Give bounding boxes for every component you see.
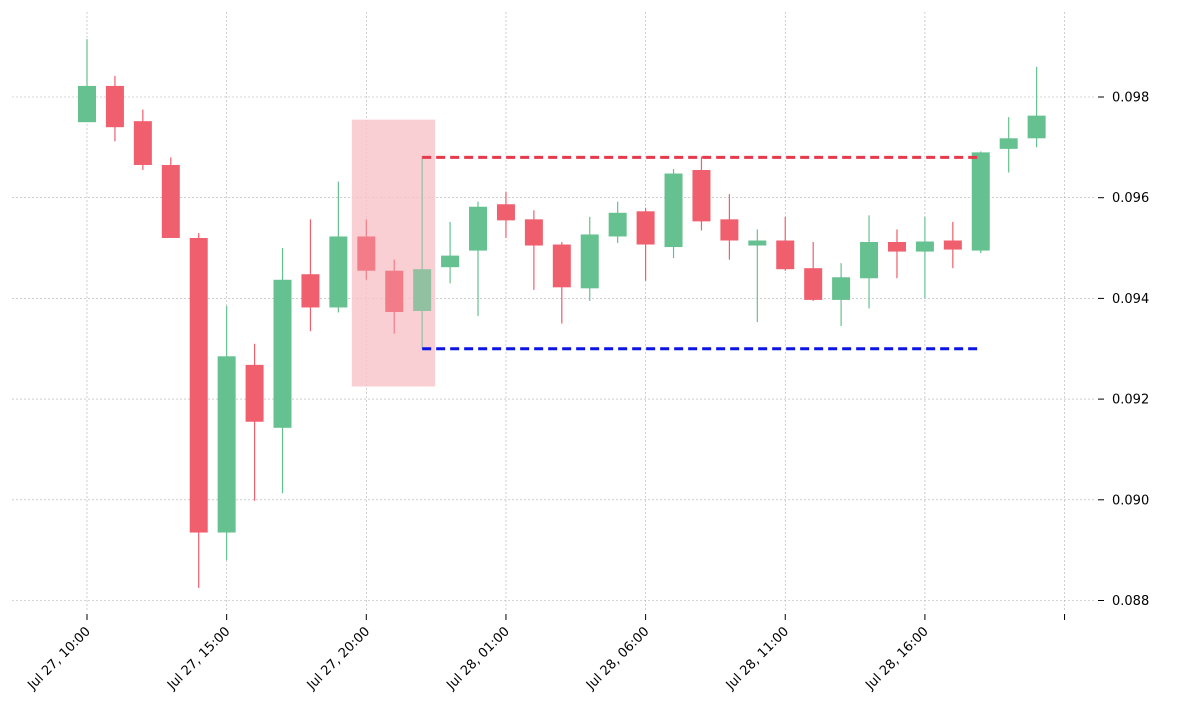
candle-down [776,216,795,271]
candle-up [915,216,934,299]
candle-up [832,263,851,327]
candle-up [999,117,1018,173]
candle-down [720,194,739,260]
candle-body [915,241,934,252]
candle-up [664,169,683,259]
candle-down [943,221,962,269]
candle-up [580,216,599,301]
candle-body [524,219,543,246]
candle-body [692,170,711,222]
candle-body [441,255,460,268]
candle-down [636,207,655,281]
x-tick-label: Jul 27, 10:00 [24,624,93,693]
candle-body [804,268,823,300]
candles-layer [78,39,1046,588]
candle-body [301,274,320,308]
candle-body [552,244,571,288]
candle-down [133,109,152,171]
candle-up [469,201,488,317]
x-tick-label: Jul 28, 16:00 [862,624,931,693]
candle-body [273,279,292,428]
candle-down [301,219,320,332]
candle-down [552,242,571,324]
y-axis: 0.088 0.090 0.092 0.094 0.096 0.098 [1098,91,1149,609]
candle-down [189,232,208,588]
candle-body [469,206,488,251]
candle-up [608,201,627,244]
y-tick-label: 0.088 [1112,594,1149,609]
y-tick-label: 0.096 [1112,191,1149,206]
candle-down [105,75,124,142]
candle-body [189,237,208,533]
x-tick-label: Jul 27, 20:00 [304,624,373,693]
candle-down [692,156,711,231]
x-tick-label: Jul 28, 11:00 [723,624,792,693]
candle-body [78,85,96,123]
candle-up [1027,66,1046,148]
y-tick-label: 0.098 [1112,91,1149,106]
candle-body [608,212,627,237]
candle-up [860,215,879,309]
candle-body [971,152,990,251]
candle-down [887,229,906,279]
candle-body [245,364,264,422]
candle-body [636,211,655,245]
candle-body [860,242,879,279]
candle-down [804,242,823,301]
candle-body [776,240,795,270]
candle-down [161,157,180,238]
x-tick-label: Jul 27, 15:00 [164,624,233,693]
candle-up [441,221,460,284]
candle-down [357,219,376,280]
candle-body [105,85,124,128]
candle-up [748,229,767,323]
candle-body [887,242,906,252]
candle-body [357,236,376,271]
candle-body [943,240,962,250]
candle-body [720,219,739,241]
x-axis: Jul 27, 10:00 Jul 27, 15:00 Jul 27, 20:00 J… [24,614,1066,694]
candle-body [580,234,599,289]
candle-down [385,259,404,334]
candle-body [385,270,404,312]
candle-body [217,356,236,533]
candle-body [496,204,515,221]
candle-up [413,156,432,349]
x-tick-label: Jul 28, 06:00 [583,624,652,693]
candle-up [273,248,292,494]
candle-body [999,138,1018,149]
candle-up [78,39,96,123]
y-tick-label: 0.092 [1112,393,1149,408]
candle-down [496,191,515,238]
highlight-zone-overlay [351,119,436,387]
candle-body [413,269,432,311]
candle-body [329,236,348,308]
y-tick-label: 0.090 [1112,493,1149,508]
candle-up [971,151,990,254]
candle-body [133,121,152,165]
x-tick-label: Jul 28, 01:00 [443,624,512,693]
candle-body [748,240,767,246]
candle-body [832,277,851,300]
candle-up [329,181,348,313]
candle-down [245,343,264,501]
candle-body [664,173,683,248]
candle-up [217,305,236,561]
level-lines-layer [422,155,981,351]
candle-body [1027,115,1046,139]
y-tick-label: 0.094 [1112,292,1149,307]
candle-body [161,164,180,238]
candle-down [524,210,543,290]
